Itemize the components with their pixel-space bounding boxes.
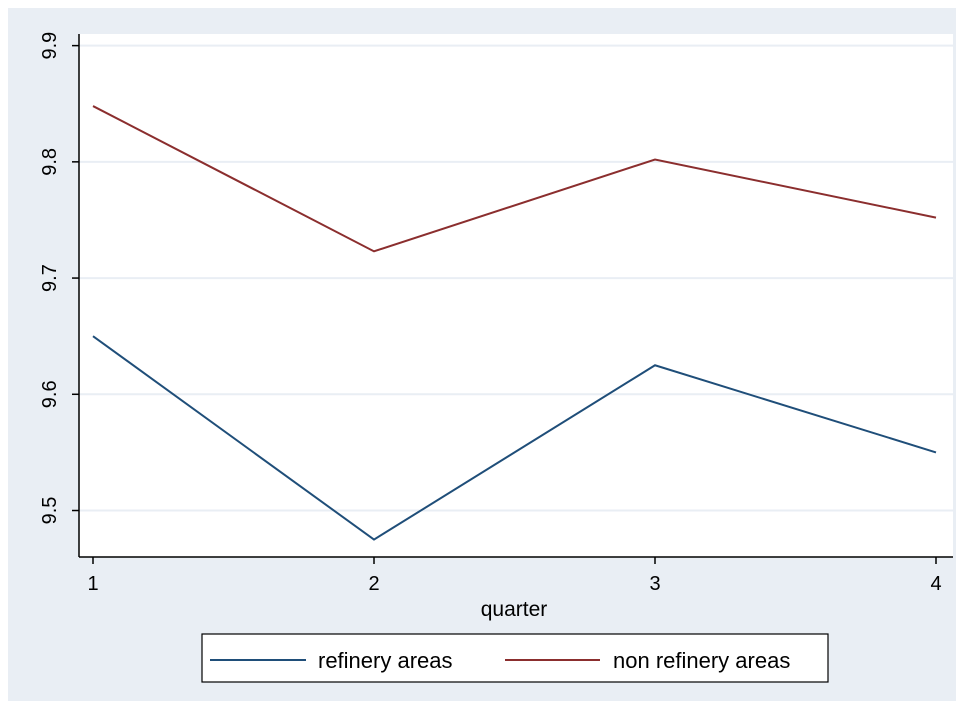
- gridlines: [79, 44, 953, 512]
- y-ticks: 9.5 9.6 9.7 9.8 9.9: [39, 32, 79, 525]
- legend: refinery areas non refinery areas: [201, 633, 829, 683]
- x-ticks: 1 2 3 4: [87, 557, 942, 595]
- legend-label-non-refinery-areas: non refinery areas: [613, 648, 790, 673]
- y-tick-label-4: 9.9: [39, 32, 61, 60]
- y-tick-label-1: 9.6: [39, 380, 61, 408]
- y-tick-label-0: 9.5: [39, 497, 61, 525]
- y-tick-label-3: 9.8: [39, 148, 61, 176]
- x-axis-title: quarter: [481, 598, 548, 621]
- x-tick-label-3: 4: [930, 573, 941, 595]
- legend-box: [201, 633, 829, 683]
- y-tick-label-2: 9.7: [39, 264, 61, 292]
- plot-area: [79, 34, 953, 557]
- axes: [78, 34, 953, 558]
- x-tick-label-1: 2: [368, 573, 379, 595]
- series-lines: [92, 105, 937, 541]
- x-tick-label-0: 1: [87, 573, 98, 595]
- series-line-refinery-areas: [92, 335, 937, 541]
- legend-label-refinery-areas: refinery areas: [318, 648, 453, 673]
- x-tick-label-2: 3: [649, 573, 660, 595]
- series-line-non-refinery-areas: [92, 105, 937, 253]
